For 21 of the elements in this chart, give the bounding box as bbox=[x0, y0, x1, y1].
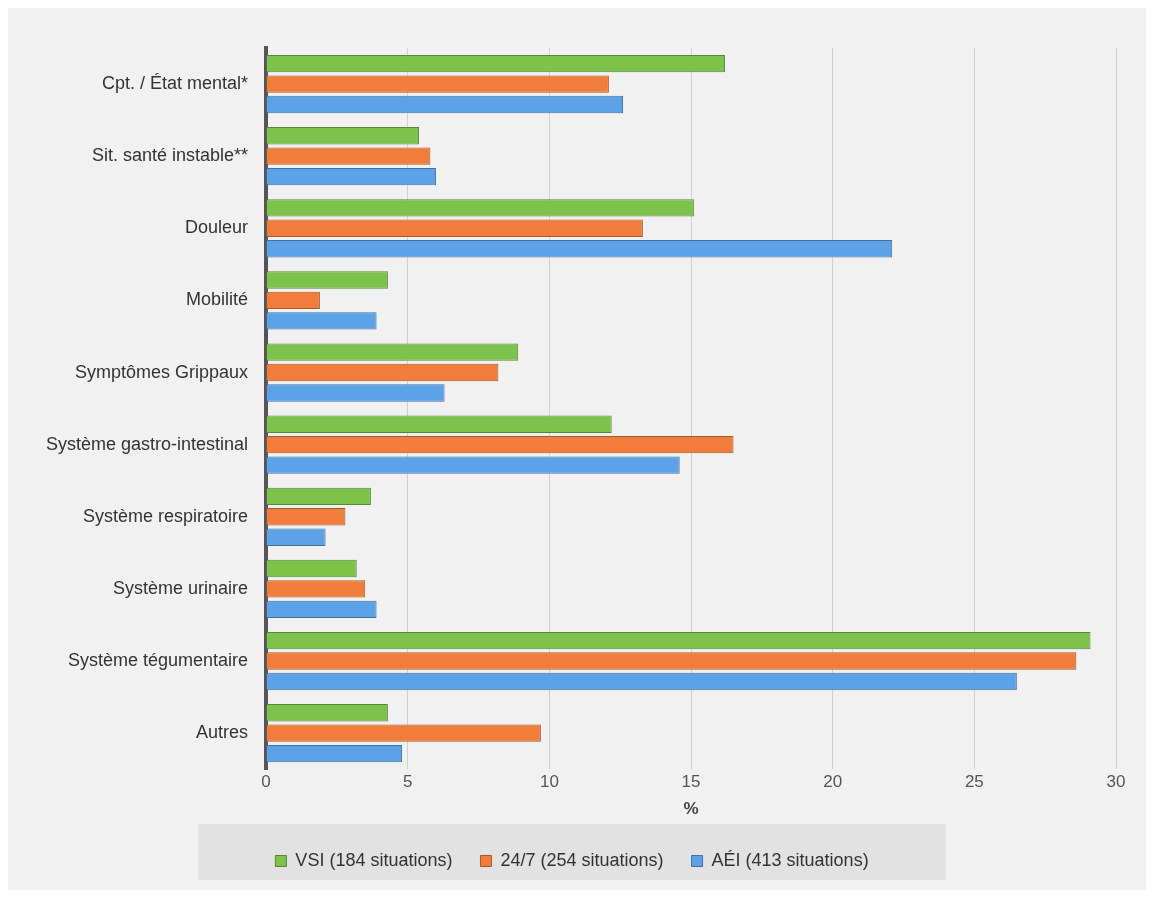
x-tick-label: 30 bbox=[1106, 772, 1126, 792]
y-tick-label: Autres bbox=[196, 722, 249, 743]
x-tick-label: 0 bbox=[261, 772, 271, 792]
y-tick-label: Système gastro-intestinal bbox=[45, 433, 249, 454]
legend-label: 24/7 (254 situations) bbox=[500, 849, 664, 870]
legend-label: VSI (184 situations) bbox=[295, 849, 453, 870]
legend-label: AÉI (413 situations) bbox=[711, 849, 869, 870]
x-tick-label: 20 bbox=[823, 772, 843, 792]
y-tick-label: Système urinaire bbox=[113, 577, 249, 598]
y-tick-label: Système tégumentaire bbox=[67, 649, 249, 670]
x-tick-label: 15 bbox=[681, 772, 701, 792]
y-tick-label: Système respiratoire bbox=[83, 505, 249, 526]
x-axis-title: % bbox=[683, 799, 699, 819]
y-tick-label: Symptômes Grippaux bbox=[75, 361, 249, 382]
y-tick-label: Cpt. / État mental* bbox=[102, 73, 249, 94]
x-tick-label: 5 bbox=[403, 772, 413, 792]
y-tick-label: Mobilité bbox=[186, 289, 249, 310]
x-tick-label: 25 bbox=[964, 772, 984, 792]
y-tick-label: Sit. santé instable** bbox=[91, 145, 249, 166]
y-tick-label: Douleur bbox=[185, 217, 249, 238]
x-tick-label: 10 bbox=[539, 772, 559, 792]
